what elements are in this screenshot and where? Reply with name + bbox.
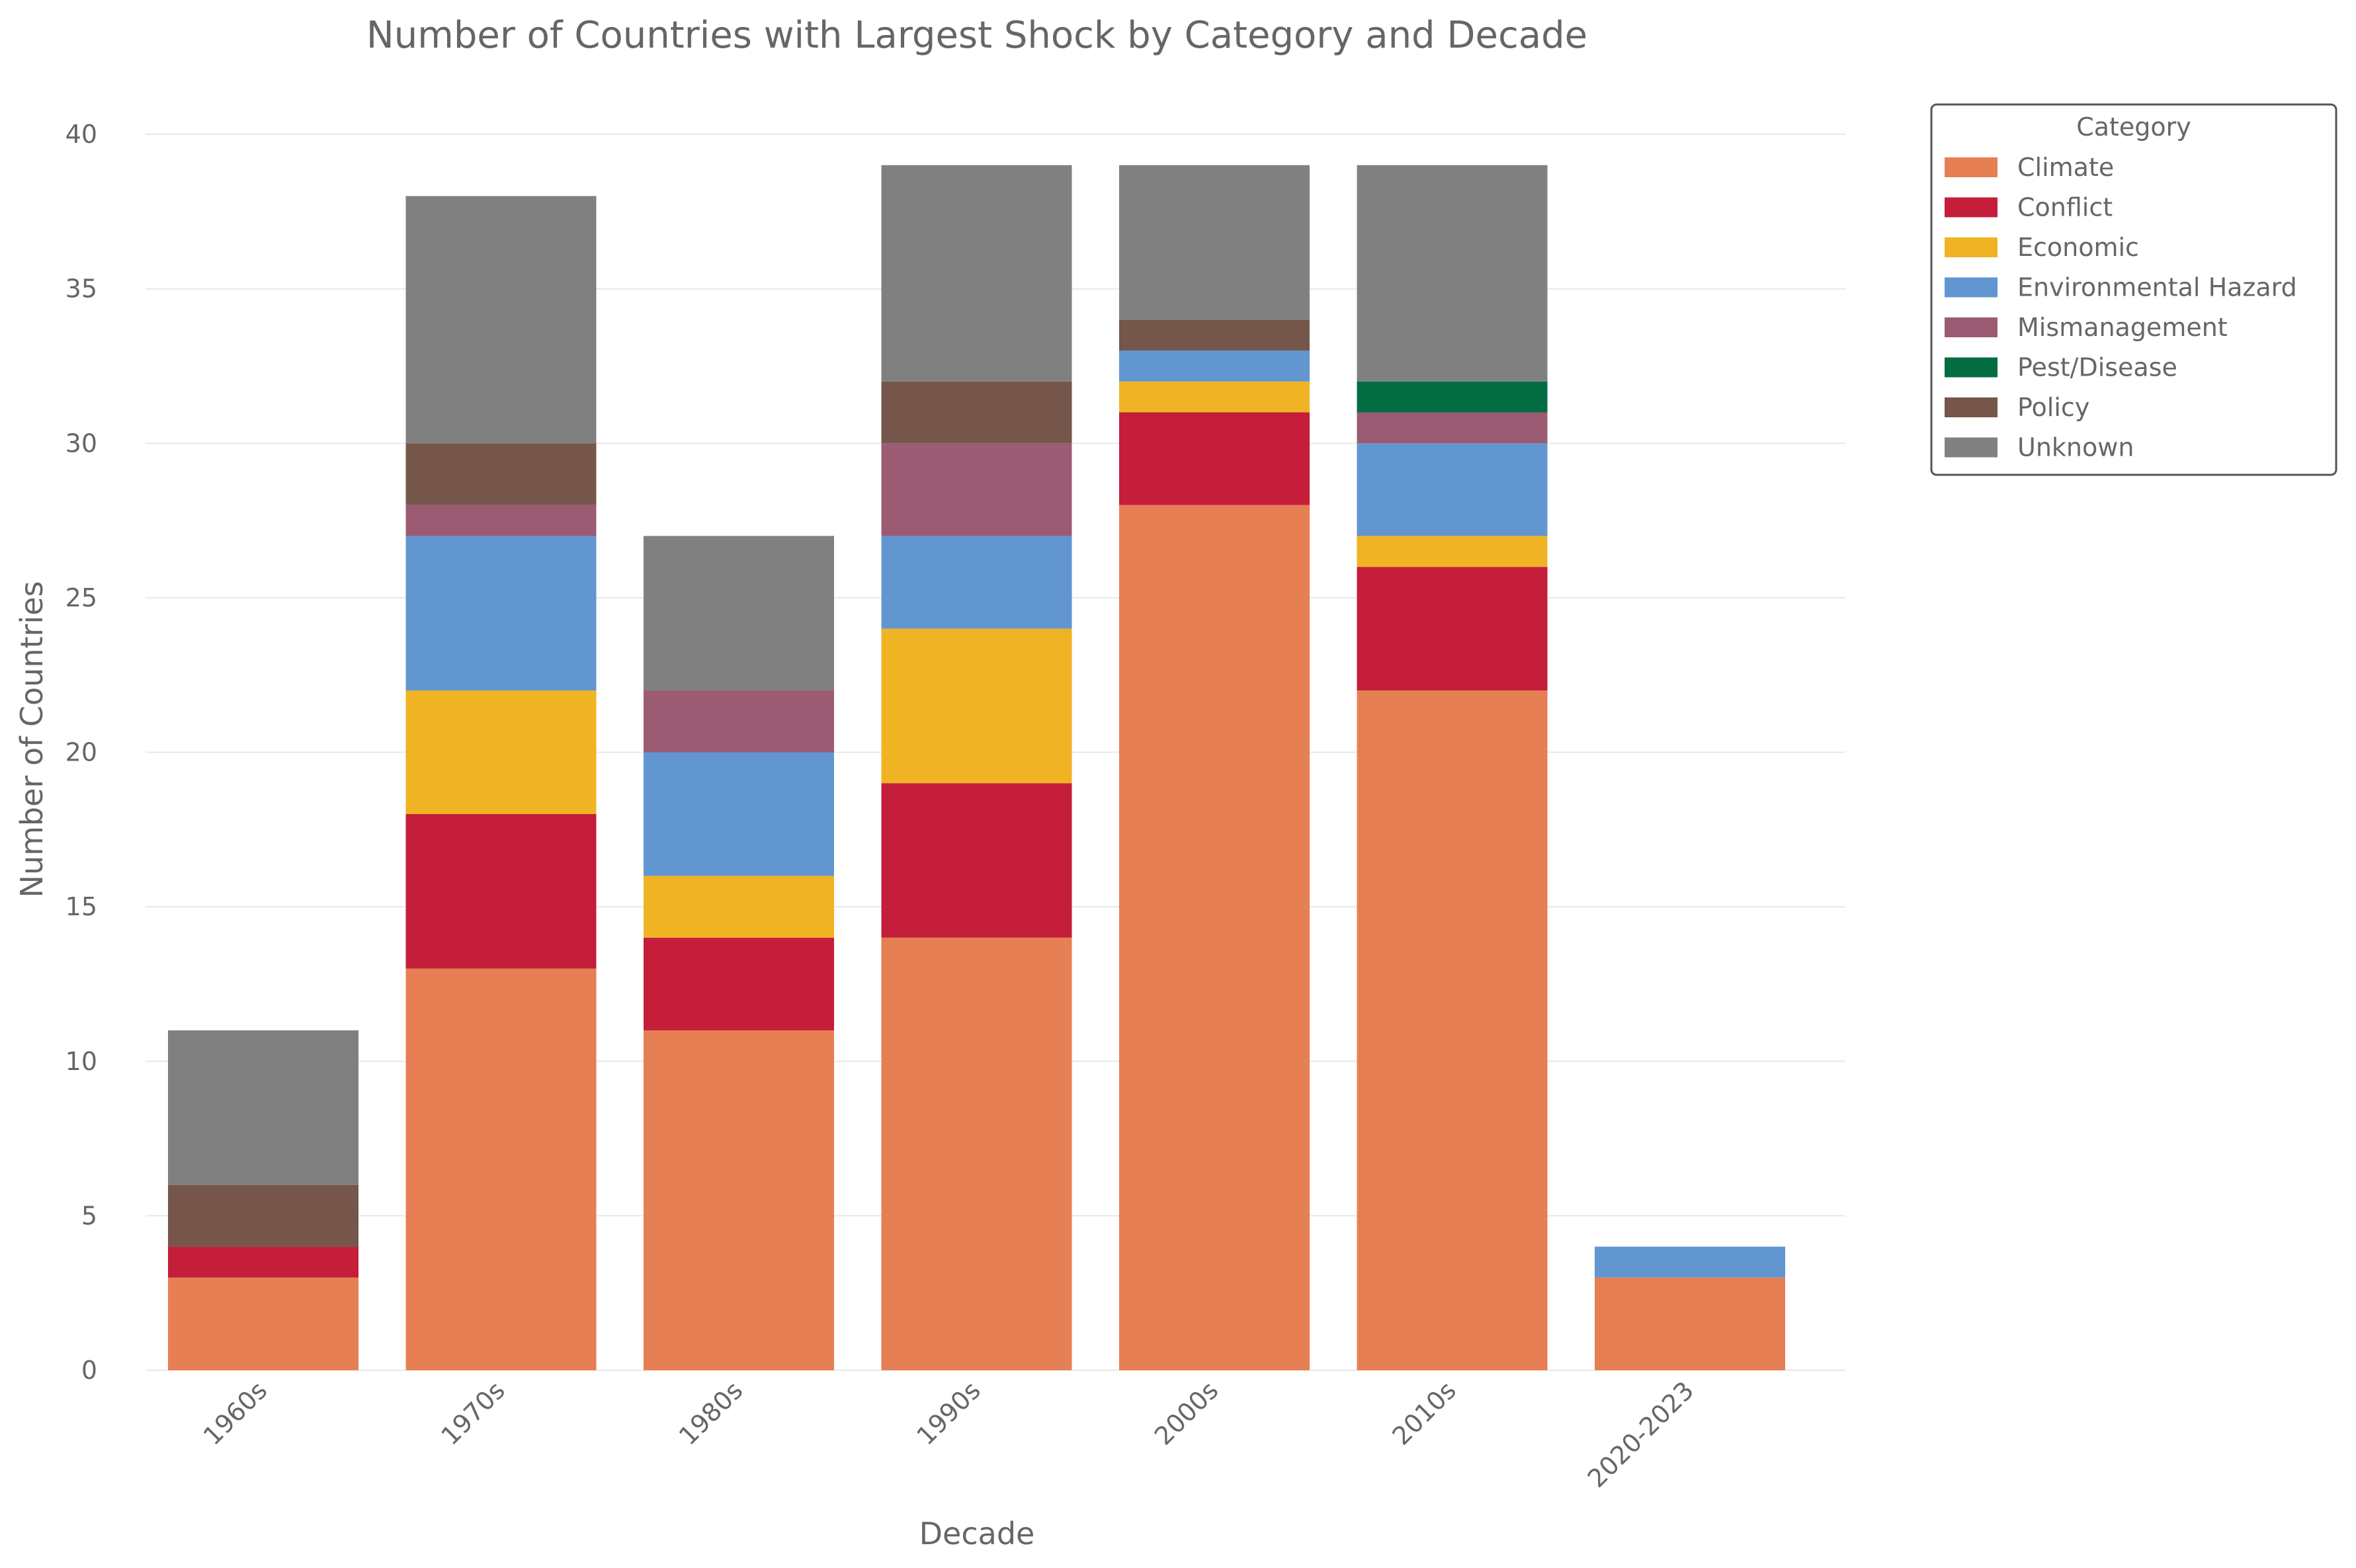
y-tick-label: 35 — [65, 274, 97, 304]
bar-segment — [1357, 412, 1548, 444]
y-tick-label: 40 — [65, 120, 97, 149]
legend-label: Climate — [2017, 153, 2114, 182]
legend-swatch — [1945, 397, 1998, 417]
legend-swatch — [1945, 237, 1998, 257]
bar-segment — [881, 536, 1072, 629]
bar-segment — [1357, 443, 1548, 536]
bar-segment — [168, 1184, 358, 1247]
bar-segment — [881, 165, 1072, 382]
y-tick-label: 15 — [65, 892, 97, 921]
bar-segment — [1595, 1247, 1785, 1278]
bar-segment — [405, 196, 597, 444]
y-tick-label: 10 — [65, 1047, 97, 1076]
bar-segment — [1119, 381, 1310, 413]
x-tick-label: 1960s — [198, 1376, 273, 1451]
legend-label: Economic — [2017, 233, 2139, 262]
y-axis-title: Number of Countries — [14, 581, 50, 898]
legend-label: Conflict — [2017, 193, 2113, 222]
bar-segment — [1119, 319, 1310, 351]
y-axis: 0 5 10 15 20 25 30 35 40 — [65, 120, 97, 1385]
bar-segment — [644, 536, 834, 691]
x-tick-label: 1990s — [911, 1376, 986, 1451]
bar-segment — [644, 1030, 834, 1370]
bar-segment — [1595, 1277, 1785, 1370]
bar-segment — [168, 1247, 358, 1278]
bar-segment — [1357, 165, 1548, 382]
bar-segment — [881, 783, 1072, 938]
legend-frame — [1930, 103, 2337, 476]
x-tick-label: 1970s — [435, 1376, 511, 1451]
legend-label: Pest/Disease — [2017, 353, 2177, 382]
bar-segment — [1357, 381, 1548, 413]
y-tick-label: 0 — [81, 1356, 97, 1385]
x-tick-label: 2020-2023 — [1582, 1376, 1700, 1493]
y-tick-label: 25 — [65, 583, 97, 612]
bar-segment — [881, 443, 1072, 536]
bar-segment — [1357, 567, 1548, 691]
bar-segment — [1357, 690, 1548, 1370]
bar-segment — [168, 1277, 358, 1370]
x-axis: 1960s 1970s 1980s 1990s 2000s 2010s 2020-2023 — [198, 1376, 1700, 1493]
bar-segment — [168, 1030, 358, 1185]
legend-items: Climate Conflict Economic Environmental Haz… — [1945, 153, 2297, 462]
legend-swatch — [1945, 437, 1998, 458]
bar-segment — [1119, 165, 1310, 320]
bar-segment — [405, 968, 597, 1370]
bar-segment — [405, 690, 597, 814]
bar-segment — [644, 876, 834, 938]
x-tick-label: 1980s — [673, 1376, 749, 1451]
legend-label: Mismanagement — [2017, 313, 2228, 342]
y-tick-label: 5 — [81, 1201, 97, 1230]
legend-title: Category — [2076, 112, 2191, 142]
bar-segment — [881, 628, 1072, 784]
y-tick-label: 20 — [65, 738, 97, 767]
y-tick-label: 30 — [65, 429, 97, 458]
bar-segment — [644, 690, 834, 753]
bar-segment — [405, 536, 597, 691]
bars-layer — [168, 165, 1785, 1371]
bar-segment — [881, 937, 1072, 1370]
x-axis-title: Decade — [919, 1516, 1035, 1551]
legend-swatch — [1945, 197, 1998, 218]
x-tick-label: 2000s — [1149, 1376, 1224, 1451]
bar-segment — [1357, 536, 1548, 567]
bar-segment — [1119, 505, 1310, 1371]
bar-segment — [1119, 412, 1310, 505]
bar-segment — [405, 813, 597, 969]
legend-label: Unknown — [2017, 433, 2134, 462]
legend-swatch — [1945, 317, 1998, 337]
bar-segment — [644, 937, 834, 1031]
legend-swatch — [1945, 277, 1998, 298]
legend-swatch — [1945, 357, 1998, 378]
chart-title: Number of Countries with Largest Shock b… — [366, 14, 1587, 57]
legend: Category Climate Conflict Economic Environm… — [1930, 103, 2337, 476]
bar-segment — [405, 505, 597, 536]
x-tick-label: 2010s — [1386, 1376, 1462, 1451]
bar-segment — [881, 381, 1072, 444]
bar-segment — [644, 752, 834, 876]
bar-segment — [1119, 351, 1310, 382]
legend-swatch — [1945, 157, 1998, 177]
legend-label: Environmental Hazard — [2017, 273, 2297, 302]
legend-label: Policy — [2017, 393, 2089, 422]
bar-segment — [405, 443, 597, 505]
